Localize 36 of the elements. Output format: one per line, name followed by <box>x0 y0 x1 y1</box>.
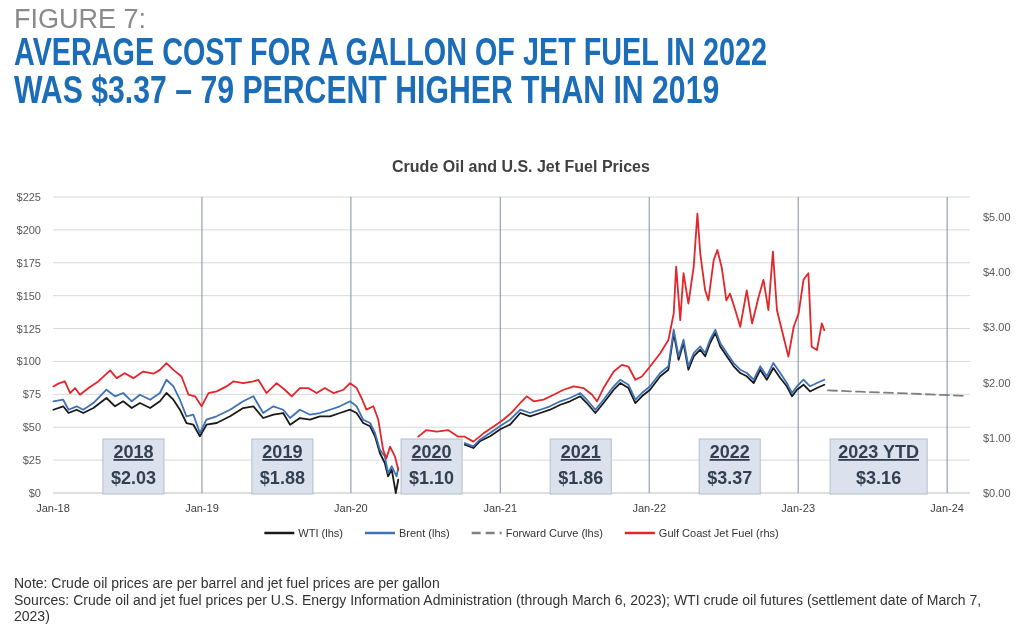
y-tick-label: $200 <box>16 223 41 236</box>
annotation: 2023 YTD $3.16 <box>838 442 919 488</box>
y-tick-label: $100 <box>16 355 41 368</box>
y2-tick-label: $1.00 <box>983 431 1011 444</box>
y2-tick-label: $4.00 <box>983 266 1011 279</box>
x-tick-label: Jan-18 <box>36 502 70 514</box>
y-tick-label: $225 <box>16 191 41 203</box>
legend-label: Gulf Coast Jet Fuel (rhs) <box>658 527 779 539</box>
y2-tick-label: $5.00 <box>983 210 1011 223</box>
legend-label: Forward Curve (lhs) <box>505 527 603 539</box>
x-tick-label: Jan-23 <box>781 502 816 514</box>
annotation: 2020 $1.10 <box>409 442 455 488</box>
text: Note: Crude oil prices are per barrel and jet fuel prices are per gallon <box>14 575 440 591</box>
legend-label: WTI (lhs) <box>298 527 343 539</box>
x-tick-label: Jan-21 <box>483 502 518 514</box>
x-tick-label: Jan-22 <box>632 502 667 514</box>
legend-label: Brent (lhs) <box>398 527 450 539</box>
annotation: 2019 $1.88 <box>259 442 305 488</box>
x-tick-label: Jan-19 <box>185 502 219 514</box>
y-tick-label: $50 <box>22 421 41 434</box>
y-tick-label: $150 <box>16 289 41 302</box>
y2-tick-label: $0.00 <box>983 487 1011 499</box>
x-tick-label: Jan-20 <box>334 502 368 514</box>
annotation: 2018 $2.03 <box>110 442 156 488</box>
chart-subtitle: Crude Oil and U.S. Jet Fuel Prices <box>392 158 651 175</box>
annotation: 2022 $3.37 <box>707 442 753 488</box>
y2-tick-label: $3.00 <box>983 321 1011 334</box>
annotation: 2021 $1.86 <box>558 442 604 488</box>
y2-tick-label: $2.00 <box>983 376 1011 389</box>
y-tick-label: $175 <box>16 256 41 269</box>
source-note: Sources: Crude oil and jet fuel prices per U.S. Energy Information Administration (through March 6, 2023); WTI crude oil futures (settlement date of March 7, 2023) <box>14 591 982 624</box>
y-tick-label: $25 <box>22 454 41 467</box>
y-tick-label: $0 <box>28 487 41 499</box>
y-tick-label: $125 <box>16 322 41 335</box>
x-tick-label: Jan-24 <box>930 502 964 514</box>
y-tick-label: $75 <box>22 388 41 401</box>
